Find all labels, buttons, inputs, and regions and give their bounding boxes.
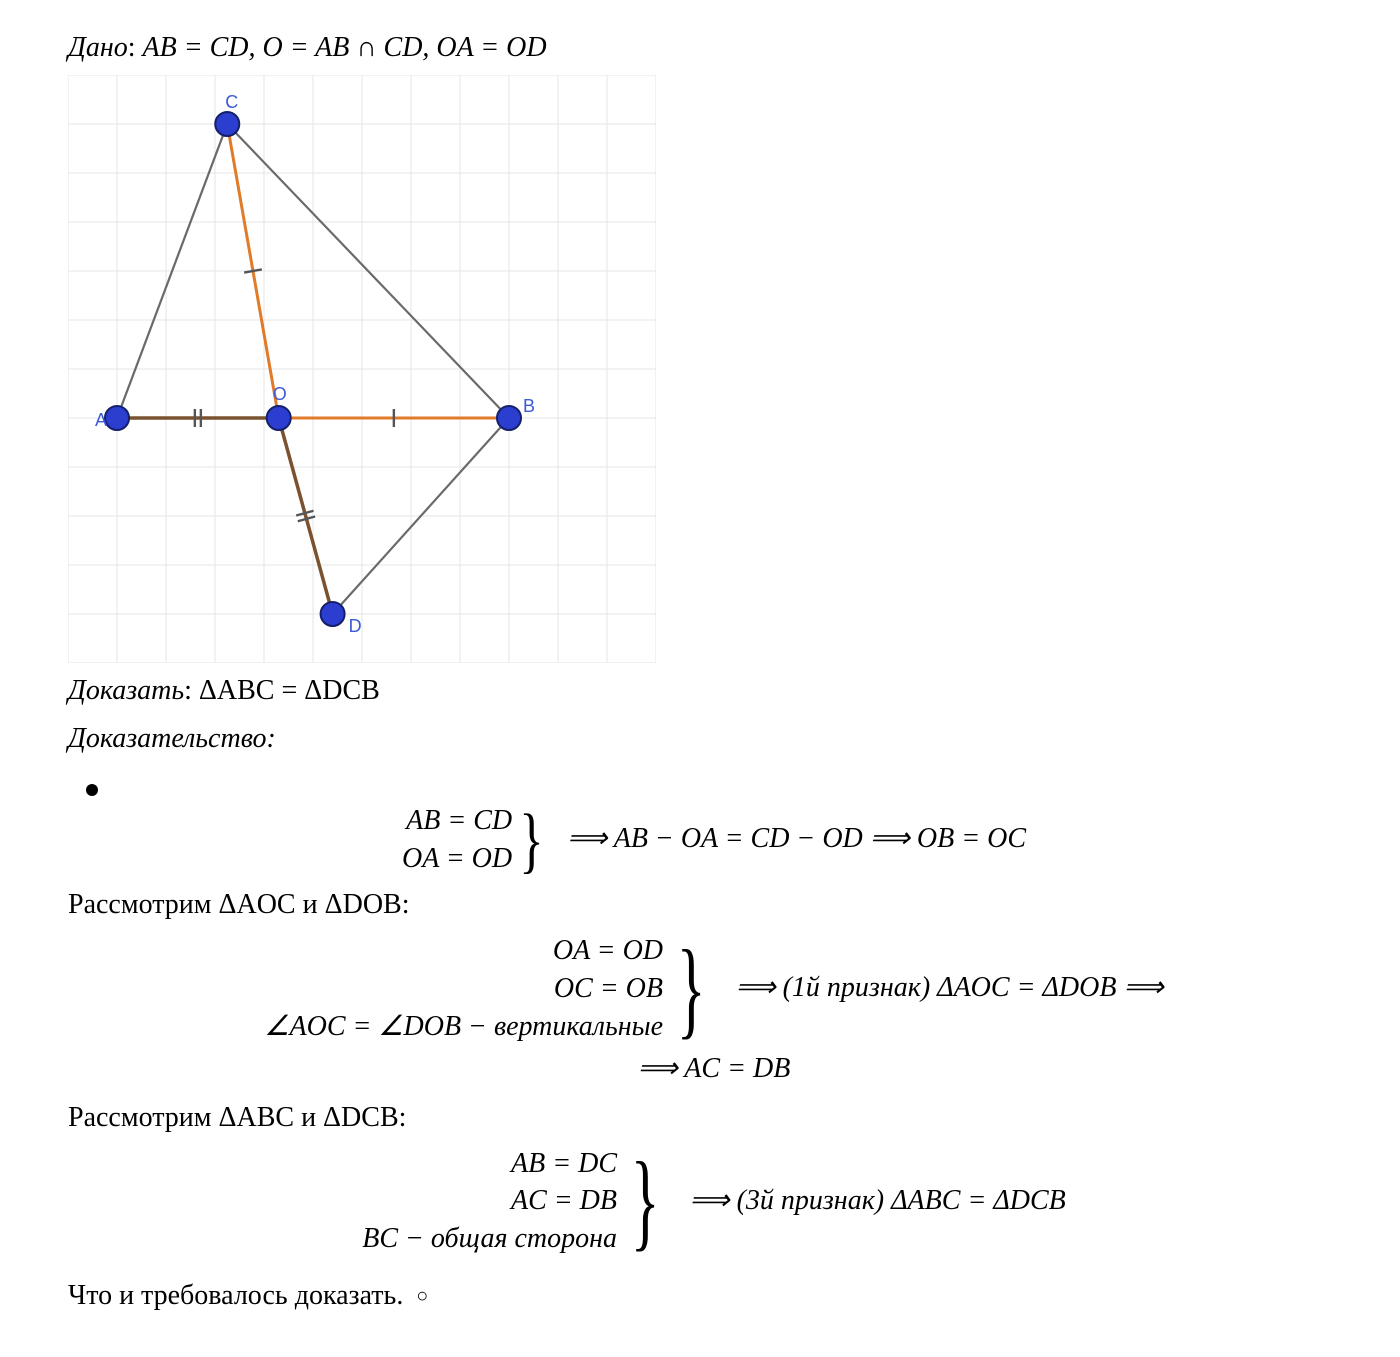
b2-line2: ∠AOC = ∠DOB − вертикальные: [264, 1008, 663, 1046]
proof-bullet: [68, 770, 1360, 796]
b1-tail: ⟹ AB − OA = CD − OD ⟹ OB = OC: [567, 819, 1026, 860]
given-line: Дано: AB = CD, O = AB ∩ CD, OA = OD: [68, 28, 1360, 69]
b2-line0: OA = OD: [553, 932, 663, 970]
step-3: AB = DC AC = DB BC − общая сторона } ⟹ (…: [68, 1145, 1360, 1258]
qed-line: Что и требовалось доказать. ○: [68, 1276, 1360, 1317]
b2-line1: OC = OB: [554, 970, 663, 1008]
svg-text:C: C: [225, 92, 238, 112]
diagram: A O B C D: [68, 75, 656, 663]
given-expr: AB = CD, O = AB ∩ CD, OA = OD: [143, 32, 547, 63]
qed-text: Что и требовалось доказать.: [68, 1280, 403, 1311]
prove-line: Доказать: ΔABC = ΔDCB: [68, 671, 1360, 712]
diagram-svg: A O B C D: [68, 75, 656, 663]
prove-label: Доказать: [68, 675, 184, 706]
consider-1: Рассмотрим ΔAOC и ΔDOB:: [68, 885, 1360, 926]
b3-line1: AC = DB: [511, 1182, 617, 1220]
svg-text:A: A: [95, 410, 107, 430]
consider-2: Рассмотрим ΔABC и ΔDCB:: [68, 1098, 1360, 1139]
svg-text:D: D: [349, 616, 362, 636]
b2-tail: ⟹ (1й признак) ΔAOC = ΔDOB ⟹: [735, 968, 1163, 1009]
brace-icon: }: [631, 1152, 660, 1250]
brace-icon: }: [519, 807, 543, 873]
proof-label: Доказательство:: [68, 719, 1360, 760]
brace-icon: }: [677, 940, 706, 1038]
b1-line0: AB = CD: [406, 802, 512, 840]
b2-cont: ⟹ AC = DB: [68, 1049, 1360, 1090]
b1-line1: OA = OD: [402, 840, 512, 878]
svg-text:B: B: [523, 396, 535, 416]
given-label: Дано: [68, 32, 128, 63]
step-2: OA = OD OC = OB ∠AOC = ∠DOB − вертикальн…: [68, 932, 1360, 1045]
qed-symbol: ○: [416, 1283, 428, 1311]
bullet-dot: [86, 784, 98, 796]
svg-text:O: O: [273, 384, 287, 404]
b3-tail: ⟹ (3й признак) ΔABC = ΔDCB: [689, 1181, 1065, 1222]
b3-line0: AB = DC: [511, 1145, 617, 1183]
step-1: AB = CD OA = OD } ⟹ AB − OA = CD − OD ⟹ …: [68, 802, 1360, 878]
b3-line2: BC − общая сторона: [362, 1220, 617, 1258]
prove-expr: ΔABC = ΔDCB: [199, 675, 380, 706]
